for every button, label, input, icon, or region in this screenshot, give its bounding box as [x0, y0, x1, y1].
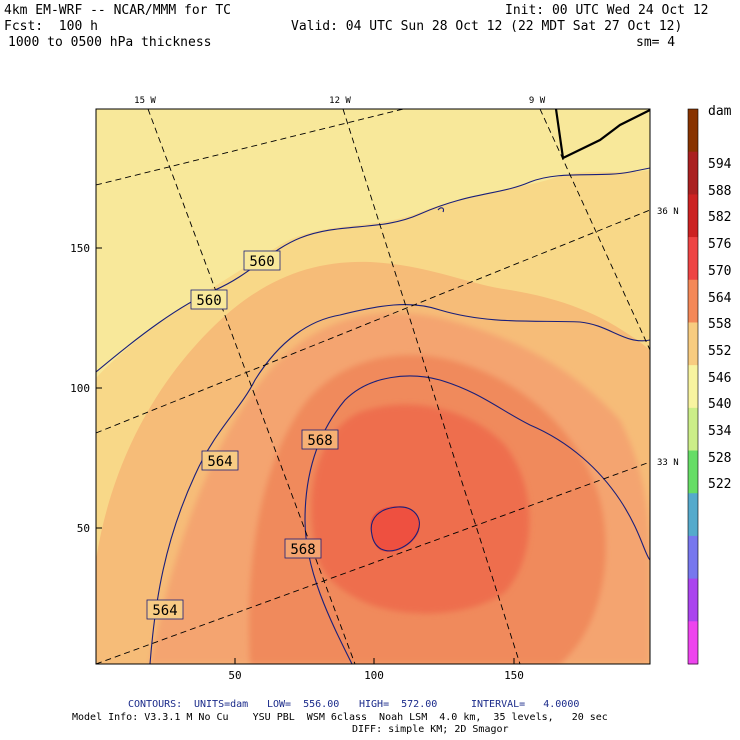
svg-text:560: 560 — [196, 293, 221, 309]
colorbar-swatch — [688, 493, 698, 516]
init-time: Init: 00 UTC Wed 24 Oct 12 — [505, 3, 709, 18]
colorbar-swatch — [688, 599, 698, 622]
colorbar-swatch — [688, 450, 698, 473]
colorbar-swatch — [688, 535, 698, 558]
colorbar-swatch — [688, 365, 698, 387]
contours-low: LOW= 556.00 — [267, 699, 340, 710]
colorbar-swatch — [688, 237, 698, 259]
y-tick-50: 50 — [77, 522, 90, 535]
contour-small-560 — [437, 207, 445, 213]
colorbar-swatch — [688, 642, 698, 665]
colorbar-swatch — [688, 471, 698, 494]
colorbar-swatch — [688, 407, 698, 430]
colorbar-swatch — [688, 173, 698, 195]
colorbar-swatch — [688, 621, 698, 644]
contour-label-564-a: 564 — [201, 450, 239, 471]
lon-label-12w: 12 W — [329, 96, 351, 106]
lon-label-15w: 15 W — [134, 96, 156, 106]
colorbar-swatch — [688, 343, 698, 366]
y-tick-150: 150 — [70, 242, 90, 255]
colorbar-level-label: 576 — [708, 237, 732, 253]
coastline — [554, 109, 650, 160]
contours-label: CONTOURS: — [128, 699, 183, 710]
smoothing-label: sm= 4 — [636, 35, 676, 50]
colorbar-level-label: 522 — [708, 477, 732, 493]
svg-text:568: 568 — [307, 433, 332, 449]
colorbar-level-label: 546 — [708, 370, 732, 386]
x-tick-150: 150 — [504, 669, 524, 682]
contours-units: UNITS=dam — [194, 699, 249, 710]
contour-label-564-b: 564 — [146, 599, 184, 620]
colorbar-level-label: 534 — [708, 424, 732, 439]
colorbar-swatch — [688, 386, 698, 409]
lat-label-36n: 36 N — [657, 207, 679, 217]
model-title: 4km EM-WRF -- NCAR/MMM for TC — [4, 3, 231, 18]
colorbar-swatch — [688, 151, 698, 174]
forecast-hour: Fcst: 100 h — [4, 19, 98, 34]
colorbar-level-label: 570 — [708, 263, 732, 279]
model-info: Model Info: V3.3.1 M No Cu YSU PBL WSM 6… — [72, 712, 608, 723]
colorbar-level-label: 594 — [708, 157, 732, 172]
colorbar-swatch — [688, 109, 698, 131]
colorbar-swatch — [688, 130, 698, 153]
band-572-plus — [370, 506, 420, 553]
colorbar-swatch — [688, 301, 698, 323]
colorbar-level-label: 528 — [708, 450, 732, 466]
colorbar-swatch — [688, 194, 698, 217]
contours-high: HIGH= 572.00 — [359, 699, 438, 710]
valid-time: Valid: 04 UTC Sun 28 Oct 12 (22 MDT Sat … — [291, 19, 683, 34]
colorbar-swatch — [688, 322, 698, 345]
band-570-572 — [311, 404, 530, 614]
colorbar-level-label: 564 — [708, 290, 732, 306]
y-tick-100: 100 — [70, 382, 90, 395]
field-name: 1000 to 0500 hPa thickness — [8, 35, 212, 50]
colorbar-level-label: 582 — [708, 210, 732, 226]
colorbar-swatch — [688, 429, 698, 452]
svg-text:564: 564 — [207, 454, 232, 470]
contour-label-560-a: 560 — [243, 250, 281, 271]
meridian-9w — [539, 109, 650, 351]
colorbar — [687, 108, 699, 665]
colorbar-unit: dam — [708, 104, 732, 119]
colorbar-swatch — [688, 578, 698, 601]
contour-label-560-b: 560 — [190, 289, 228, 310]
colorbar-swatch — [688, 557, 698, 580]
contour-label-568-b: 568 — [284, 538, 322, 559]
colorbar-level-label: 540 — [708, 397, 732, 413]
parallel-33n — [96, 461, 650, 664]
meridian-12w — [342, 109, 521, 664]
contour-568 — [304, 375, 650, 664]
lat-label-33n: 33 N — [657, 458, 679, 468]
contour-564 — [149, 304, 650, 664]
contours-interval: INTERVAL= 4.0000 — [471, 699, 580, 710]
lon-label-9w: 9 W — [529, 96, 546, 106]
x-tick-100: 100 — [364, 669, 384, 682]
colorbar-swatch — [688, 514, 698, 537]
colorbar-swatch — [688, 279, 698, 302]
colorbar-swatch — [688, 258, 698, 281]
colorbar-level-label: 558 — [708, 317, 732, 333]
svg-text:564: 564 — [152, 603, 177, 619]
x-tick-50: 50 — [228, 669, 241, 682]
meridian-15w — [147, 109, 356, 664]
contour-572 — [370, 506, 420, 552]
svg-text:568: 568 — [290, 542, 315, 558]
colorbar-level-label: 588 — [708, 183, 732, 199]
contour-label-568-a: 568 — [301, 429, 339, 450]
colorbar-level-label: 552 — [708, 343, 732, 359]
parallel-39n — [96, 109, 406, 186]
diff-info: DIFF: simple KM; 2D Smagor — [352, 724, 509, 735]
map-frame — [95, 108, 651, 665]
svg-text:560: 560 — [249, 254, 274, 270]
colorbar-swatch — [688, 215, 698, 238]
